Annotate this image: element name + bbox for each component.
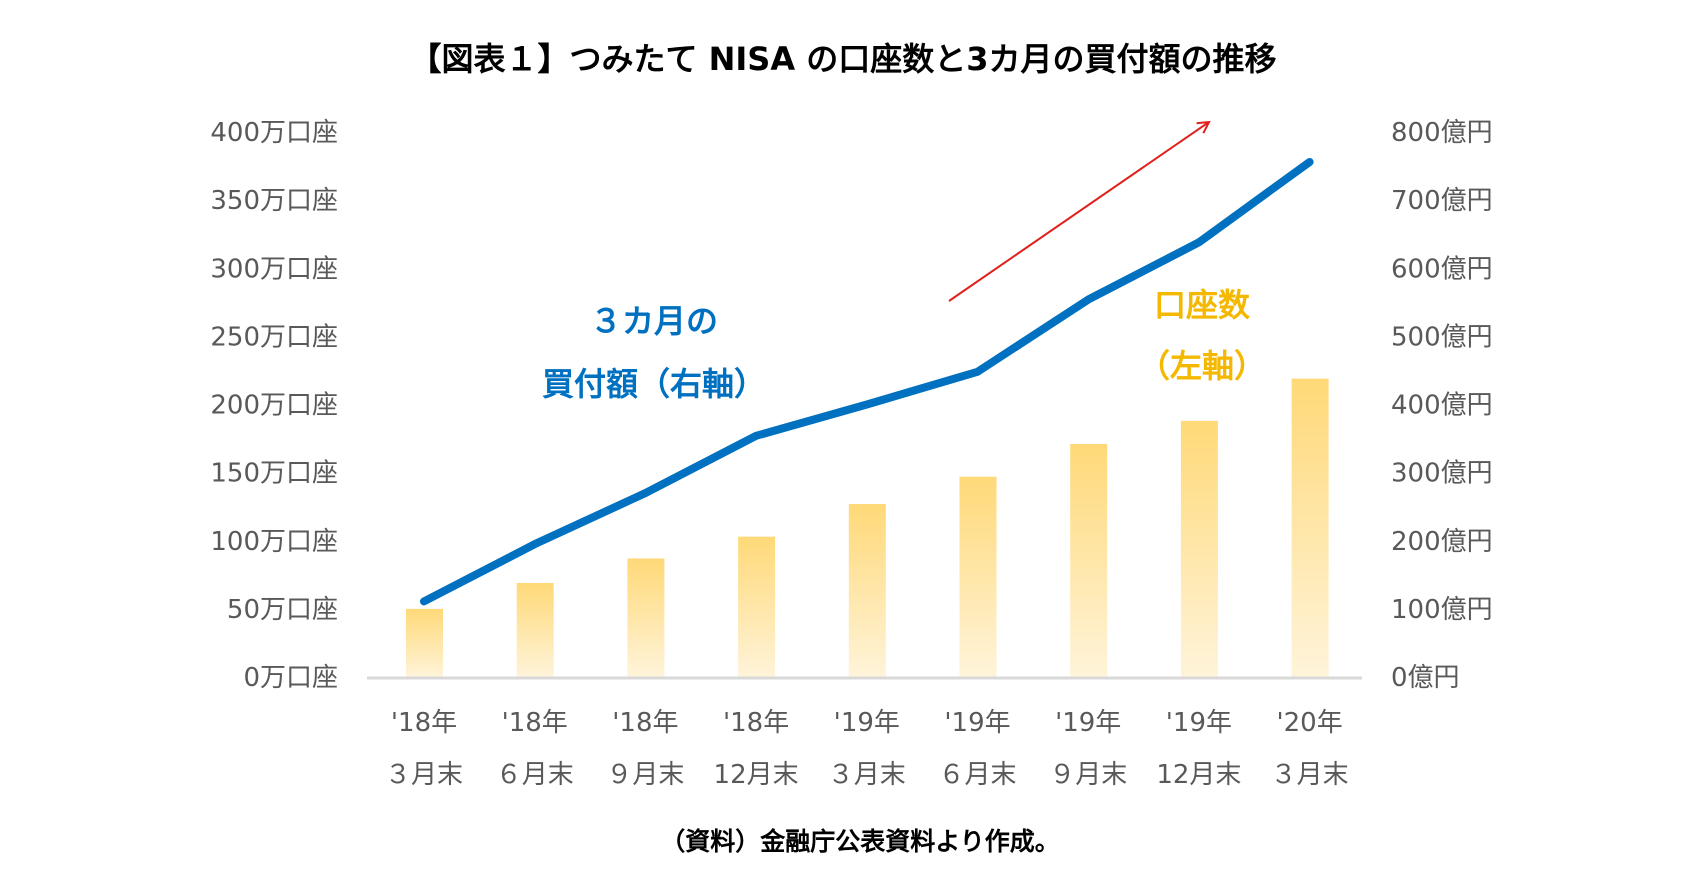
x-tick-label-year: '19年 <box>834 708 900 738</box>
x-tick-label-month: ６月末 <box>496 760 574 790</box>
line-series-label-1: ３カ月の <box>590 302 718 340</box>
x-tick-label-month: ３月末 <box>828 760 906 790</box>
x-tick-label-year: '18年 <box>391 708 457 738</box>
bar <box>627 558 665 677</box>
right-tick-label: 400億円 <box>1391 391 1493 421</box>
right-tick-label: 600億円 <box>1391 254 1493 284</box>
bar <box>848 503 886 677</box>
bar-series-label-2: （左軸） <box>1138 347 1266 385</box>
trend-arrow <box>948 122 1209 302</box>
x-tick-label-year: '19年 <box>944 708 1010 738</box>
left-tick-label: 300万口座 <box>210 254 338 284</box>
x-tick-label-month: ３月末 <box>385 760 463 790</box>
right-tick-label: 800億円 <box>1391 118 1493 148</box>
bar <box>1291 378 1329 677</box>
left-tick-label: 350万口座 <box>210 186 338 216</box>
chart-title: 【図表１】つみたて NISA の口座数と3カ月の買付額の推移 <box>409 40 1276 78</box>
source-note: （資料）金融庁公表資料より作成。 <box>660 827 1060 856</box>
left-tick-label: 150万口座 <box>210 459 338 489</box>
x-tick-label-month: ９月末 <box>606 760 684 790</box>
left-tick-label: 200万口座 <box>210 391 338 421</box>
left-tick-label: 250万口座 <box>210 322 338 352</box>
left-tick-label: 100万口座 <box>210 527 338 557</box>
line-series-label-2: 買付額（右軸） <box>542 365 766 403</box>
purchase-amount-line <box>420 157 1314 606</box>
right-tick-label: 0億円 <box>1391 663 1460 693</box>
x-tick-label-year: '18年 <box>612 708 678 738</box>
left-tick-label: 0万口座 <box>243 663 338 693</box>
x-tick-label-year: '19年 <box>1055 708 1121 738</box>
right-tick-label: 100億円 <box>1391 595 1493 625</box>
x-tick-label-month: ３月末 <box>1271 760 1349 790</box>
right-tick-label: 300億円 <box>1391 459 1493 489</box>
x-tick-label-month: ６月末 <box>938 760 1016 790</box>
x-tick-label-year: '19年 <box>1166 708 1232 738</box>
bar <box>1070 444 1108 677</box>
bar <box>959 476 997 677</box>
x-tick-label-year: '20年 <box>1276 708 1342 738</box>
x-tick-label-month: 12月末 <box>1156 760 1241 790</box>
x-tick-label-year: '18年 <box>502 708 568 738</box>
x-tick-label-month: 12月末 <box>714 760 799 790</box>
bar <box>406 608 443 677</box>
left-tick-label: 50万口座 <box>227 595 338 625</box>
right-tick-label: 500億円 <box>1391 322 1493 352</box>
bar <box>1180 420 1218 677</box>
bar <box>738 536 776 677</box>
left-tick-label: 400万口座 <box>210 118 338 148</box>
x-tick-label-month: ９月末 <box>1049 760 1127 790</box>
x-tick-label-year: '18年 <box>723 708 789 738</box>
bar-series-label-1: 口座数 <box>1154 286 1251 324</box>
right-tick-label: 200億円 <box>1391 527 1493 557</box>
bar <box>516 582 554 677</box>
right-tick-label: 700億円 <box>1391 186 1493 216</box>
